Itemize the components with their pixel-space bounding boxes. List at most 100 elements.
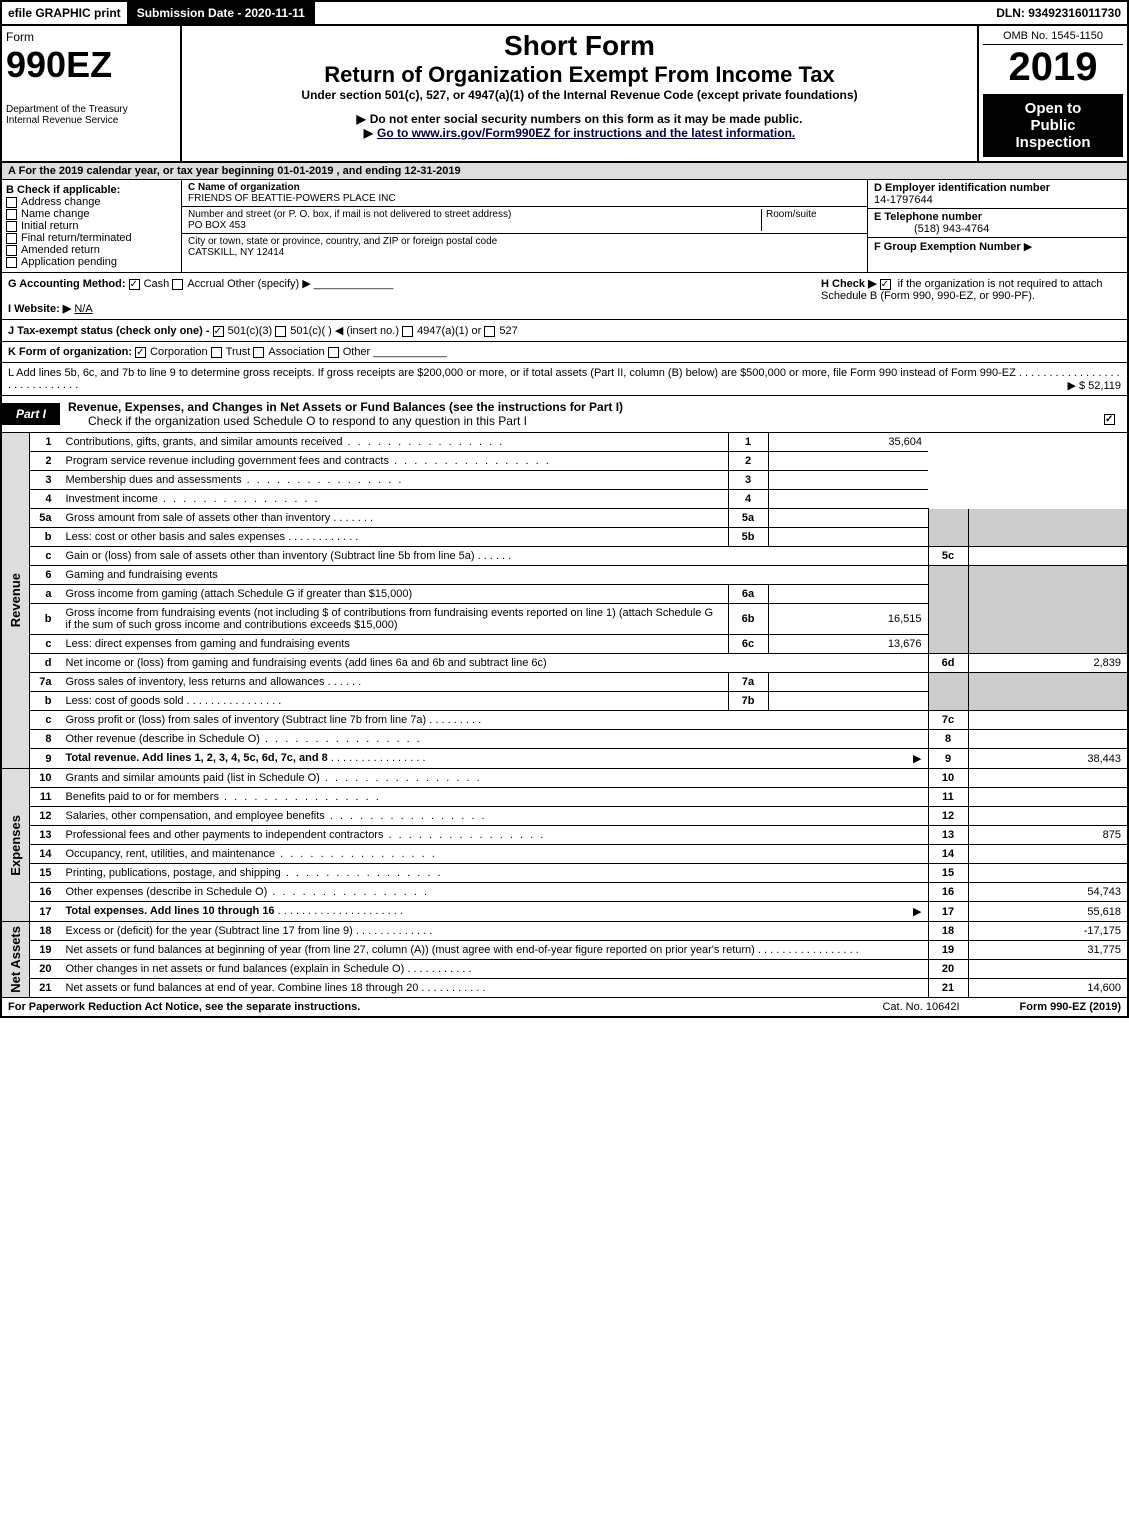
row-k: K Form of organization: Corporation Trus… [0, 342, 1129, 363]
chk-name-change[interactable] [6, 209, 17, 220]
lbl-name-change: Name change [21, 208, 90, 220]
header-mid: Short Form Return of Organization Exempt… [182, 26, 977, 161]
open-inspection-box: Open to Public Inspection [983, 94, 1123, 157]
line-21: 21Net assets or fund balances at end of … [1, 979, 1128, 998]
chk-accrual[interactable] [172, 279, 183, 290]
ein-row: D Employer identification number14-17976… [868, 180, 1127, 209]
chk-amended-return[interactable] [6, 245, 17, 256]
lbl-address-change: Address change [21, 196, 101, 208]
ssn-warning: Do not enter social security numbers on … [186, 112, 973, 126]
row-h: H Check ▶ if the organization is not req… [821, 277, 1121, 315]
chk-corporation[interactable] [135, 347, 146, 358]
submission-date: Submission Date - 2020-11-11 [127, 2, 315, 24]
side-expenses: Expenses [8, 815, 23, 876]
line-3: 3Membership dues and assessments3 [1, 471, 1128, 490]
efile-label: efile GRAPHIC print [2, 4, 127, 22]
chk-cash[interactable] [129, 279, 140, 290]
page-footer: For Paperwork Reduction Act Notice, see … [0, 998, 1129, 1018]
lbl-corporation: Corporation [150, 346, 207, 358]
open-2: Public [989, 117, 1117, 134]
addr-value: PO BOX 453 [188, 220, 246, 231]
room-label: Room/suite [761, 209, 861, 231]
form-number: 990EZ [6, 44, 176, 86]
lbl-association: Association [268, 346, 324, 358]
form-word: Form [6, 30, 176, 44]
lbl-cash: Cash [144, 278, 170, 290]
chk-association[interactable] [253, 347, 264, 358]
open-1: Open to [989, 100, 1117, 117]
form-title: Return of Organization Exempt From Incom… [186, 62, 973, 88]
dln: DLN: 93492316011730 [990, 4, 1127, 22]
chk-initial-return[interactable] [6, 221, 17, 232]
website-value: N/A [74, 303, 92, 315]
header-right: OMB No. 1545-1150 2019 Open to Public In… [977, 26, 1127, 161]
goto-link-text[interactable]: Go to www.irs.gov/Form990EZ for instruct… [377, 126, 795, 140]
chk-schedule-b[interactable] [880, 279, 891, 290]
g-label: G Accounting Method: [8, 278, 126, 290]
lbl-501c: 501(c)( ) ◀ (insert no.) [290, 325, 399, 337]
addr-label: Number and street (or P. O. box, if mail… [188, 209, 511, 220]
chk-schedule-o[interactable] [1104, 414, 1115, 425]
f-arrow: ▶ [1024, 241, 1032, 253]
chk-other-org[interactable] [328, 347, 339, 358]
d-label: D Employer identification number [874, 182, 1050, 194]
addr-row: Number and street (or P. O. box, if mail… [182, 207, 867, 234]
line-2: 2Program service revenue including gover… [1, 452, 1128, 471]
lbl-accrual: Accrual [187, 278, 224, 290]
footer-left: For Paperwork Reduction Act Notice, see … [8, 1001, 360, 1013]
line-11: 11Benefits paid to or for members11 [1, 788, 1128, 807]
lbl-amended-return: Amended return [21, 244, 100, 256]
chk-501c3[interactable] [213, 326, 224, 337]
phone-value: (518) 943-4764 [874, 223, 989, 235]
id-mid: C Name of organization FRIENDS OF BEATTI… [182, 180, 867, 272]
line-9: 9Total revenue. Add lines 1, 2, 3, 4, 5c… [1, 749, 1128, 769]
line-14: 14Occupancy, rent, utilities, and mainte… [1, 845, 1128, 864]
line-20: 20Other changes in net assets or fund ba… [1, 960, 1128, 979]
chk-application-pending[interactable] [6, 257, 17, 268]
part1-title-text: Revenue, Expenses, and Changes in Net As… [68, 400, 623, 414]
lbl-501c3: 501(c)(3) [228, 325, 273, 337]
chk-final-return[interactable] [6, 233, 17, 244]
line-7a: 7aGross sales of inventory, less returns… [1, 673, 1128, 692]
goto-link[interactable]: Go to www.irs.gov/Form990EZ for instruct… [186, 126, 973, 140]
tax-year: 2019 [983, 45, 1123, 90]
id-right: D Employer identification number14-17976… [867, 180, 1127, 272]
line-5a: 5aGross amount from sale of assets other… [1, 509, 1128, 528]
org-name-row: C Name of organization FRIENDS OF BEATTI… [182, 180, 867, 207]
chk-4947[interactable] [402, 326, 413, 337]
dept-irs: Internal Revenue Service [6, 115, 176, 126]
line-8: 8Other revenue (describe in Schedule O)8 [1, 730, 1128, 749]
city-row: City or town, state or province, country… [182, 234, 867, 260]
chk-501c[interactable] [275, 326, 286, 337]
lbl-application-pending: Application pending [21, 256, 117, 268]
chk-527[interactable] [484, 326, 495, 337]
dept-treasury: Department of the Treasury [6, 104, 176, 115]
line-18: Net Assets 18Excess or (deficit) for the… [1, 922, 1128, 941]
part1-table: Revenue 1Contributions, gifts, grants, a… [0, 433, 1129, 998]
row-j: J Tax-exempt status (check only one) - 5… [0, 320, 1129, 342]
chk-address-change[interactable] [6, 197, 17, 208]
k-label: K Form of organization: [8, 346, 132, 358]
row-l: L Add lines 5b, 6c, and 7b to line 9 to … [0, 363, 1129, 396]
header-left: Form 990EZ Department of the Treasury In… [2, 26, 182, 161]
lbl-initial-return: Initial return [21, 220, 78, 232]
footer-form: Form 990-EZ (2019) [1020, 1001, 1121, 1013]
lbl-527: 527 [499, 325, 517, 337]
form-subtitle: Under section 501(c), 527, or 4947(a)(1)… [186, 88, 973, 102]
line-19: 19Net assets or fund balances at beginni… [1, 941, 1128, 960]
row-g: G Accounting Method: Cash Accrual Other … [8, 277, 821, 315]
lbl-other-method: Other (specify) ▶ [227, 278, 311, 290]
omb-number: OMB No. 1545-1150 [983, 30, 1123, 45]
line-17: 17Total expenses. Add lines 10 through 1… [1, 902, 1128, 922]
org-name: FRIENDS OF BEATTIE-POWERS PLACE INC [188, 193, 396, 204]
short-form: Short Form [186, 30, 973, 62]
line-10: Expenses 10Grants and similar amounts pa… [1, 769, 1128, 788]
section-b-checks: B Check if applicable: Address change Na… [2, 180, 182, 272]
open-3: Inspection [989, 134, 1117, 151]
h-label: H Check ▶ [821, 278, 877, 290]
city-value: CATSKILL, NY 12414 [188, 247, 284, 258]
lbl-4947: 4947(a)(1) or [417, 325, 481, 337]
footer-cat: Cat. No. 10642I [882, 1001, 959, 1013]
chk-trust[interactable] [211, 347, 222, 358]
line-6d: dNet income or (loss) from gaming and fu… [1, 654, 1128, 673]
